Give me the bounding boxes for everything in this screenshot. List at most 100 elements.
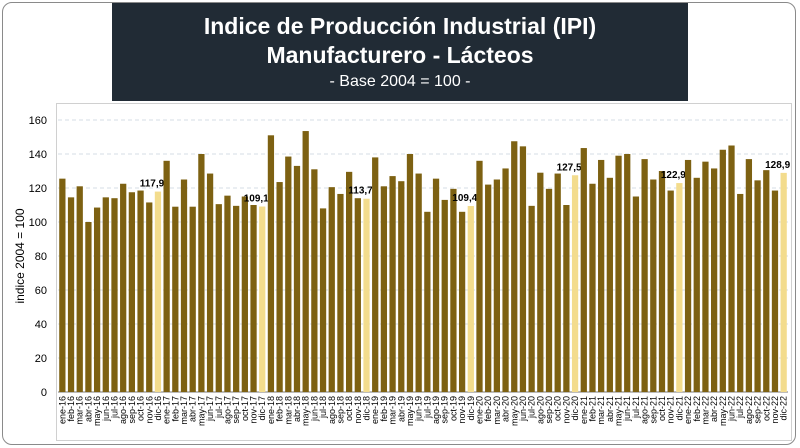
bar (589, 183, 596, 392)
x-tick-label: dic-18 (362, 396, 372, 421)
bar (580, 148, 587, 392)
highlight-bar (154, 191, 162, 392)
x-tick-label: nov-22 (770, 396, 780, 424)
x-tick-label: jul-19 (422, 396, 432, 419)
bar (745, 159, 753, 392)
bar (728, 145, 735, 392)
bar (502, 168, 509, 392)
bar (598, 159, 605, 392)
x-tick-label: ene-17 (162, 396, 172, 424)
bar (441, 199, 448, 392)
bar (537, 172, 544, 392)
bar (302, 131, 309, 393)
x-tick-label: jul-17 (214, 396, 224, 419)
bar (485, 184, 492, 392)
data-label: 109,1 (244, 194, 269, 205)
x-tick-label: nov-19 (457, 396, 467, 424)
x-tick-label: nov-17 (249, 396, 259, 424)
bar (163, 160, 170, 392)
y-axis-title: indice 2004 = 100 (13, 208, 27, 303)
bar (372, 157, 379, 392)
x-tick-label: feb-19 (379, 396, 389, 422)
x-tick-label: may-17 (196, 396, 206, 426)
x-tick-label: feb-18 (275, 396, 285, 422)
x-tick-label: sep-21 (648, 396, 658, 424)
bar (702, 161, 709, 392)
bar (684, 159, 692, 392)
title-banner: Indice de Producción Industrial (IPI) Ma… (112, 3, 688, 101)
bar (120, 183, 127, 392)
bar (667, 190, 674, 392)
bar (241, 196, 248, 392)
bar (563, 205, 570, 392)
x-tick-label: feb-21 (587, 396, 597, 422)
x-tick-label: ene-16 (57, 396, 67, 424)
x-tick-label: jul-16 (109, 396, 119, 419)
bar (424, 211, 431, 392)
bar (493, 179, 500, 392)
x-tick-label: mar-22 (700, 396, 710, 425)
x-tick-label: oct-16 (136, 396, 146, 421)
x-tick-label: ene-19 (370, 396, 380, 424)
x-tick-label: sep-17 (231, 396, 241, 424)
x-tick-label: may-22 (718, 396, 728, 426)
highlight-bar (363, 198, 370, 392)
data-label: 128,9 (765, 160, 790, 171)
y-tick-label: 60 (35, 285, 47, 297)
highlight-bar (676, 183, 683, 392)
bar (337, 193, 344, 392)
bar (693, 177, 700, 392)
x-tick-label: jun-21 (622, 396, 632, 422)
bar (432, 178, 440, 392)
x-tick-label: jun-16 (101, 396, 111, 422)
x-tick-label: nov-21 (666, 396, 676, 424)
x-tick-label: abr-18 (292, 396, 302, 422)
x-tick-label: oct-19 (448, 396, 458, 421)
x-tick-label: mar-20 (492, 396, 502, 425)
data-label: 122,9 (661, 170, 686, 181)
highlight-bar (259, 206, 266, 392)
bar (763, 170, 770, 392)
x-tick-label: sep-20 (544, 396, 554, 424)
bar (67, 197, 75, 392)
bar (189, 206, 196, 392)
bar (224, 195, 231, 392)
y-tick-label: 120 (29, 183, 47, 195)
x-tick-label: abr-19 (396, 396, 406, 422)
x-tick-label: jun-20 (518, 396, 528, 422)
bar (528, 205, 535, 392)
bar (59, 178, 66, 392)
y-tick-label: 140 (29, 149, 47, 161)
x-tick-label: jul-21 (631, 396, 641, 419)
bar (380, 186, 388, 392)
x-tick-label: dic-19 (466, 396, 476, 421)
highlight-bar (467, 206, 474, 392)
x-tick-label: feb-17 (170, 396, 180, 422)
bar (771, 190, 779, 392)
y-tick-label: 40 (35, 319, 47, 331)
x-tick-label: abr-22 (709, 396, 719, 422)
x-tick-label: ago-21 (640, 396, 650, 424)
chart-title: Indice de Producción Industrial (IPI) Ma… (203, 13, 597, 68)
x-tick-label: feb-22 (692, 396, 702, 422)
x-tick-label: ene-20 (474, 396, 484, 424)
x-tick-label: feb-20 (483, 396, 493, 422)
x-tick-label: dic-17 (257, 396, 267, 421)
x-tick-label: nov-20 (561, 396, 571, 424)
bar (519, 146, 527, 392)
x-tick-label: dic-20 (570, 396, 580, 421)
x-tick-label: may-20 (509, 396, 519, 426)
bar (632, 196, 640, 392)
bar (511, 141, 518, 392)
x-tick-label: oct-18 (344, 396, 354, 421)
bar (233, 205, 240, 392)
bar (389, 176, 396, 392)
y-tick-label: 100 (29, 217, 47, 229)
bar (206, 173, 214, 392)
bar (85, 222, 92, 392)
bar (146, 202, 153, 392)
bar (624, 154, 631, 392)
highlight-bar (571, 175, 579, 392)
x-tick-label: jun-19 (414, 396, 424, 422)
